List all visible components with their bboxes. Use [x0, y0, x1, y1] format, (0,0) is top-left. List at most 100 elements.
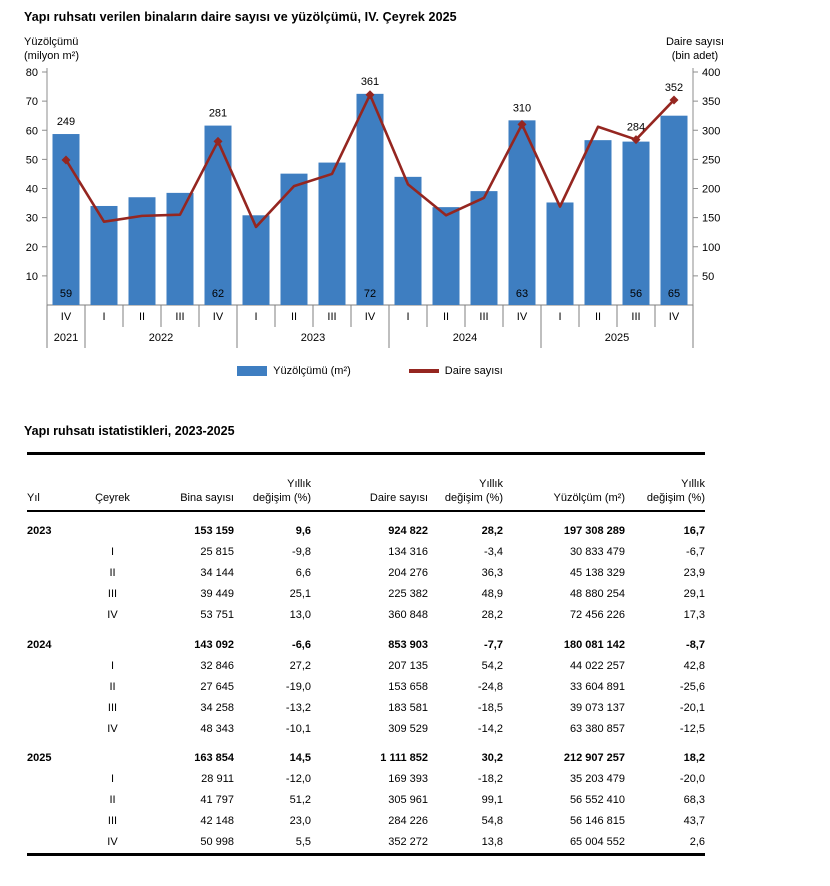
right-axis-tick-label: 150 — [702, 213, 720, 225]
year-label: 2024 — [453, 332, 477, 344]
permit-statistics-table: Yıl Çeyrek Bina sayısı Yıllık değişim (%) Dai… — [27, 452, 705, 856]
right-axis-title-line2: (bin adet) — [671, 50, 719, 62]
right-axis-tick-label: 50 — [702, 271, 714, 283]
line-point-marker — [631, 135, 641, 145]
table-cell — [27, 655, 85, 676]
table-cell: -18,5 — [477, 701, 503, 714]
bar — [280, 173, 308, 305]
table-cell: -18,2 — [477, 773, 503, 785]
line-value-label: 281 — [209, 108, 227, 120]
table-cell: 53 751 — [200, 609, 234, 621]
bar-value-label: 63 — [516, 288, 528, 300]
table-cell: 29,1 — [683, 588, 705, 600]
table-cell: 36,3 — [481, 567, 503, 579]
column-header-line: Yüzölçüm (m²) — [553, 492, 625, 504]
column-header-line: Yıllık — [681, 478, 705, 490]
table-cell: 180 081 142 — [563, 638, 625, 651]
table-cell: 48 880 254 — [569, 588, 625, 600]
line-value-label: 249 — [57, 116, 75, 128]
table-cell: -20,0 — [679, 773, 705, 785]
table-cell: 2023 — [27, 525, 52, 537]
table-cell: 72 456 226 — [569, 609, 625, 621]
column-header: Yıl — [27, 454, 85, 512]
table-cell: 42,8 — [683, 659, 705, 672]
line-point-marker — [213, 136, 223, 146]
left-axis-tick-label: 70 — [26, 96, 38, 108]
quarter-label: IV — [61, 311, 72, 323]
quarter-label: IV — [517, 311, 528, 323]
right-axis-tick-label: 250 — [702, 154, 720, 166]
table-cell: 48,9 — [481, 588, 503, 600]
bar — [318, 162, 346, 305]
column-header: Çeyrek — [85, 454, 140, 512]
bar — [660, 115, 688, 305]
year-label: 2025 — [605, 332, 629, 344]
left-axis-tick-label: 60 — [26, 125, 38, 137]
quarter-row: III 42 148 23,0 284 226 54,8 56 146 815 43,7 — [27, 811, 705, 832]
legend-label-area: Yüzölçümü (m²) — [273, 365, 351, 377]
table-cell: -8,7 — [686, 638, 705, 651]
left-axis-title-line2: (milyon m²) — [24, 50, 79, 62]
quarter-label: I — [406, 311, 409, 323]
quarter-label: I — [254, 311, 257, 323]
table-cell: I — [110, 546, 115, 558]
bar-value-label: 59 — [60, 288, 72, 300]
table-cell — [27, 718, 85, 739]
quarter-label: III — [479, 311, 488, 323]
table-cell: 163 854 — [194, 752, 234, 764]
column-header-line: Bina sayısı — [180, 492, 234, 504]
quarter-row: II 41 797 51,2 305 961 99,1 56 552 410 68,3 — [27, 790, 705, 811]
quarter-row: II 34 144 6,6 204 276 36,3 45 138 329 23,9 — [27, 563, 705, 584]
legend-label-dwellings: Daire sayısı — [444, 365, 503, 377]
table-cell: 34 144 — [200, 567, 234, 579]
table-cell: 32 846 — [200, 659, 234, 672]
table-cell: 25,1 — [289, 588, 311, 600]
bar-value-label: 72 — [364, 288, 376, 300]
table-header: Yıl Çeyrek Bina sayısı Yıllık değişim (%) Dai… — [27, 453, 705, 512]
permit-combo-chart: Yapı ruhsatı verilen binaların daire say… — [0, 0, 830, 400]
table-cell: 143 092 — [194, 638, 234, 651]
table-cell: 34 258 — [200, 701, 234, 714]
table-cell: 284 226 — [388, 815, 428, 827]
left-axis-tick-label: 10 — [26, 271, 38, 283]
quarter-label: III — [327, 311, 336, 323]
quarter-row: I 25 815 -9,8 134 316 -3,4 30 833 479 -6,7 — [27, 542, 705, 563]
table-cell: -14,2 — [477, 722, 503, 735]
table-cell: IV — [107, 836, 118, 848]
right-axis-title-line1: Daire sayısı — [665, 36, 725, 48]
table-cell: 17,3 — [683, 609, 705, 621]
bar-value-label: 65 — [668, 288, 680, 300]
quarter-row: IV 53 751 13,0 360 848 28,2 72 456 226 17,3 — [27, 605, 705, 626]
bar — [584, 140, 612, 305]
left-axis-tick-label: 80 — [26, 67, 38, 79]
table-cell — [27, 790, 85, 811]
table-cell: II — [109, 680, 116, 693]
quarter-label: I — [558, 311, 561, 323]
table-cell: -24,8 — [477, 680, 503, 693]
table-cell: 27 645 — [200, 680, 234, 693]
table-cell: 6,6 — [295, 567, 311, 579]
table-cell: -20,1 — [679, 701, 705, 714]
table-cell — [27, 676, 85, 697]
quarter-row: II 27 645 -19,0 153 658 -24,8 33 604 891 -25,6 — [27, 676, 705, 697]
table-cell: 35 203 479 — [569, 773, 625, 785]
line-value-label: 361 — [361, 76, 379, 88]
table-cell: 134 316 — [388, 546, 428, 558]
table-cell: 169 393 — [388, 773, 428, 785]
table-cell: 42 148 — [200, 815, 234, 827]
right-axis-tick-label: 300 — [702, 125, 720, 137]
table-cell: 212 907 257 — [563, 752, 625, 764]
bar — [128, 197, 156, 305]
table-cell — [27, 832, 85, 855]
column-header: Daire sayısı — [311, 454, 428, 512]
column-header-line: değişim (%) — [444, 492, 503, 504]
column-header: Yıllık değişim (%) — [234, 454, 311, 512]
table-cell: 352 272 — [388, 836, 428, 848]
bar — [204, 125, 232, 305]
bar — [508, 120, 536, 305]
quarter-label: I — [102, 311, 105, 323]
table-cell: 204 276 — [388, 567, 428, 579]
quarter-row: III 39 449 25,1 225 382 48,9 48 880 254 29,1 — [27, 584, 705, 605]
table-cell: 28,2 — [481, 609, 503, 621]
table-cell: 2024 — [27, 638, 52, 651]
